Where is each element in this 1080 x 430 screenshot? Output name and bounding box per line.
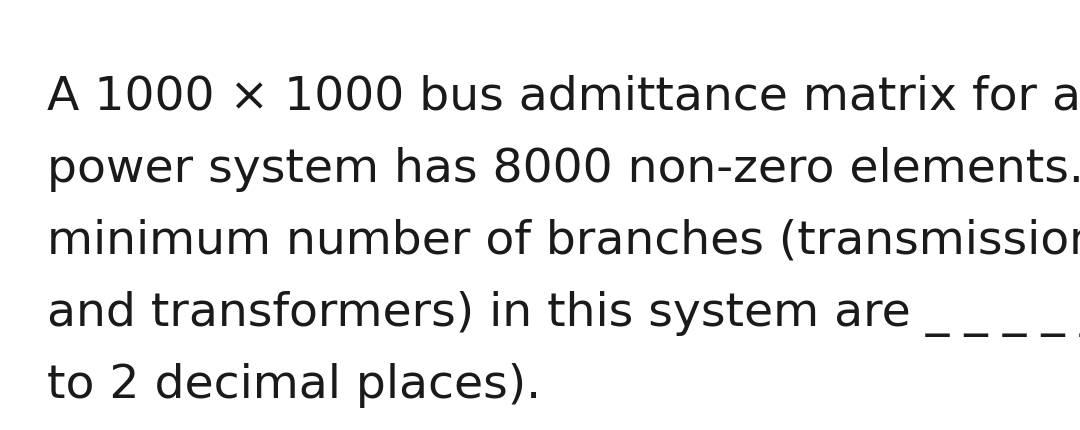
Text: and transformers) in this system are _ _ _ _ _ _  (up: and transformers) in this system are _ _…: [48, 290, 1080, 336]
Text: power system has 8000 non-zero elements. The: power system has 8000 non-zero elements.…: [48, 147, 1080, 191]
Text: minimum number of branches (transmission lines: minimum number of branches (transmission…: [48, 218, 1080, 264]
Text: A 1000 × 1000 bus admittance matrix for an electric: A 1000 × 1000 bus admittance matrix for …: [48, 75, 1080, 120]
Text: to 2 decimal places).: to 2 decimal places).: [48, 362, 541, 407]
